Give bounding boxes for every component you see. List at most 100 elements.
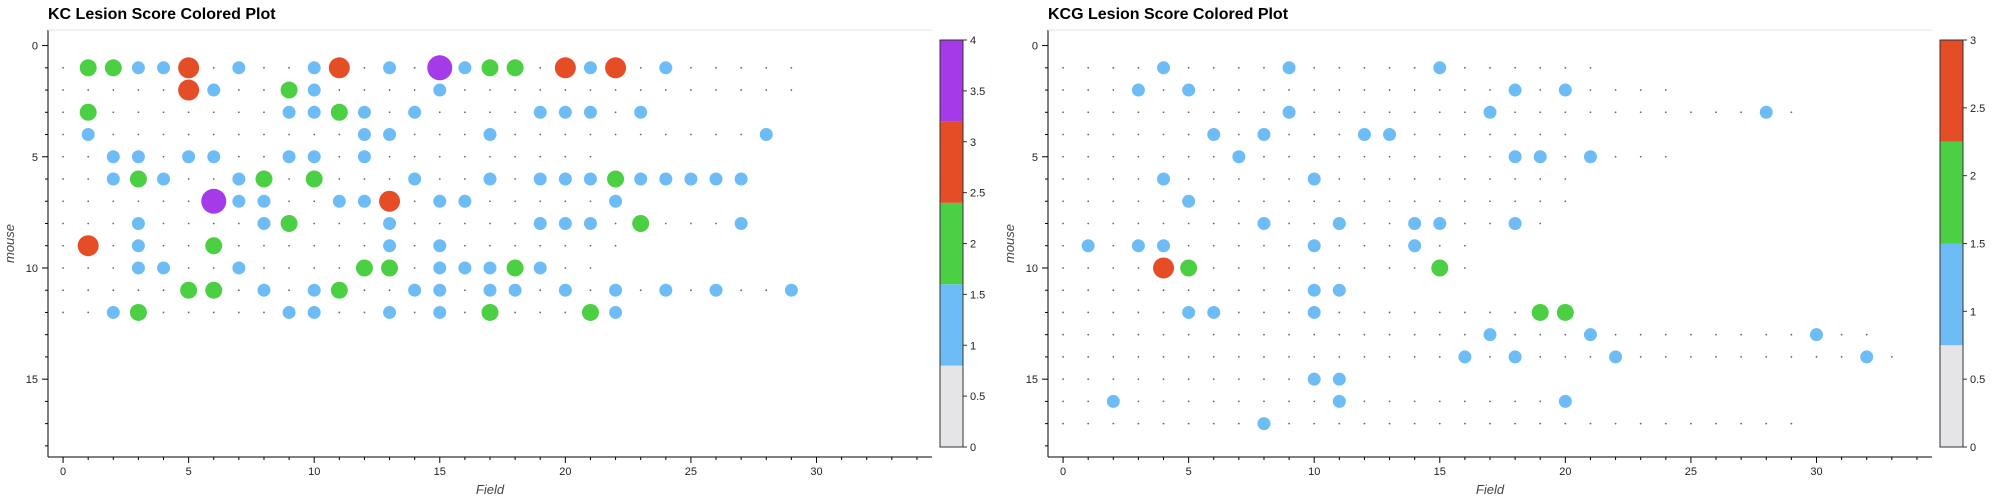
kc-point-score-0	[664, 133, 667, 136]
kc-point-score-0	[112, 133, 115, 136]
kc-point-score-0	[162, 200, 165, 203]
kc-point-score-0	[564, 155, 567, 158]
kcg-point-score-0	[1438, 311, 1441, 314]
kc-point-score-1	[357, 105, 371, 119]
kcg-point-score-0	[1740, 111, 1743, 114]
kcg-point-score-0	[1765, 333, 1768, 336]
kcg-point-score-0	[1463, 400, 1466, 403]
kcg-point-score-1	[1307, 239, 1321, 253]
kcg-colorbar-tick-label: 1	[1970, 306, 1976, 318]
kcg-point-score-0	[1388, 89, 1391, 91]
kc-point-score-0	[715, 66, 717, 69]
kcg-point-score-0	[1212, 222, 1215, 225]
kcg-point-score-0	[1438, 89, 1441, 91]
kcg-point-score-0	[1413, 267, 1416, 269]
kc-y-tick-label: 5	[32, 152, 38, 164]
kc-point-score-0	[237, 289, 240, 292]
kcg-point-score-0	[1062, 111, 1064, 114]
kc-point-score-0	[212, 222, 215, 225]
kcg-colorbar-tick-label: 2.5	[1970, 103, 1985, 115]
kc-point-score-1	[558, 283, 572, 297]
kc-point-score-0	[212, 178, 215, 180]
kcg-point-score-0	[1715, 111, 1717, 114]
kc-point-score-0	[338, 311, 341, 314]
kcg-point-score-0	[1614, 333, 1617, 336]
kcg-point-score-1	[1759, 105, 1773, 119]
kc-point-score-1	[131, 261, 145, 275]
kc-x-tick-label: 15	[434, 466, 446, 478]
kc-point-score-0	[388, 289, 391, 292]
kcg-point-score-0	[1815, 356, 1818, 358]
kc-point-score-0	[690, 89, 692, 91]
kcg-point-score-0	[1112, 289, 1115, 292]
kc-x-axis-title: Field	[476, 482, 505, 497]
kcg-point-score-0	[1087, 311, 1090, 314]
kc-point-score-0	[463, 222, 466, 225]
kc-point-score-0	[765, 66, 768, 69]
kc-point-score-1	[533, 261, 547, 275]
kcg-point-score-0	[1237, 244, 1240, 247]
kc-point-score-0	[639, 66, 642, 69]
kcg-point-score-0	[1288, 400, 1290, 403]
kc-point-score-1	[157, 172, 171, 186]
kc-point-score-0	[62, 200, 64, 203]
kc-point-score-1	[131, 150, 145, 164]
kc-point-score-1	[357, 194, 371, 208]
kcg-point-score-0	[1363, 178, 1366, 180]
kc-point-score-1	[131, 61, 145, 75]
kcg-point-score-0	[1162, 289, 1165, 292]
kcg-point-score-0	[1162, 200, 1165, 203]
kcg-point-score-0	[1187, 400, 1190, 403]
kcg-point-score-0	[1463, 200, 1466, 203]
kcg-point-score-0	[1187, 178, 1190, 180]
kcg-point-score-0	[1664, 155, 1667, 158]
kcg-point-score-0	[1237, 378, 1240, 381]
kc-point-score-0	[489, 155, 491, 158]
kcg-point-score-1	[1609, 350, 1623, 364]
kc-point-score-0	[489, 89, 491, 91]
kcg-point-score-0	[1865, 333, 1868, 336]
kc-point-score-0	[589, 244, 592, 247]
kc-point-score-1	[383, 239, 397, 253]
kcg-point-score-0	[1162, 133, 1165, 136]
kc-point-score-0	[87, 311, 90, 314]
kc-point-score-0	[489, 244, 491, 247]
kcg-point-score-0	[1288, 178, 1290, 180]
kcg-point-score-0	[1438, 400, 1441, 403]
kcg-point-score-0	[1463, 244, 1466, 247]
kcg-colorbar-tick-label: 1.5	[1970, 239, 1985, 251]
kcg-point-score-0	[1413, 133, 1416, 136]
kcg-point-score-0	[1363, 244, 1366, 247]
kcg-point-score-0	[1363, 89, 1366, 91]
kcg-point-score-0	[1313, 333, 1316, 336]
kcg-point-score-0	[1614, 111, 1617, 114]
kc-point-score-2	[129, 170, 147, 188]
kc-point-score-0	[112, 244, 115, 247]
kcg-point-score-0	[1137, 267, 1140, 269]
kcg-point-score-0	[1539, 178, 1542, 180]
kcg-point-score-2	[1431, 259, 1449, 277]
kcg-point-score-0	[1463, 422, 1466, 425]
kcg-point-score-0	[1263, 378, 1265, 381]
kc-point-score-1	[332, 194, 346, 208]
kcg-point-score-0	[1137, 400, 1140, 403]
kcg-point-score-0	[1463, 178, 1466, 180]
kcg-point-score-0	[1514, 111, 1517, 114]
kcg-point-score-0	[1187, 356, 1190, 358]
kc-point-score-2	[104, 59, 122, 77]
kcg-point-score-1	[1508, 350, 1522, 364]
kc-point-score-1	[106, 150, 120, 164]
kcg-point-score-0	[1288, 89, 1290, 91]
kc-point-score-0	[589, 89, 592, 91]
kc-point-score-1	[583, 216, 597, 230]
kcg-point-score-0	[1664, 356, 1667, 358]
kcg-point-score-0	[1413, 400, 1416, 403]
kc-point-score-1	[458, 261, 472, 275]
kcg-point-score-1	[1357, 128, 1371, 142]
kcg-y-tick-label: 15	[1026, 374, 1038, 386]
kc-point-score-0	[438, 178, 441, 180]
kc-point-score-0	[438, 133, 441, 136]
kcg-y-tick-label: 5	[1032, 152, 1038, 164]
kc-point-score-0	[413, 66, 416, 69]
kc-point-score-0	[514, 133, 517, 136]
